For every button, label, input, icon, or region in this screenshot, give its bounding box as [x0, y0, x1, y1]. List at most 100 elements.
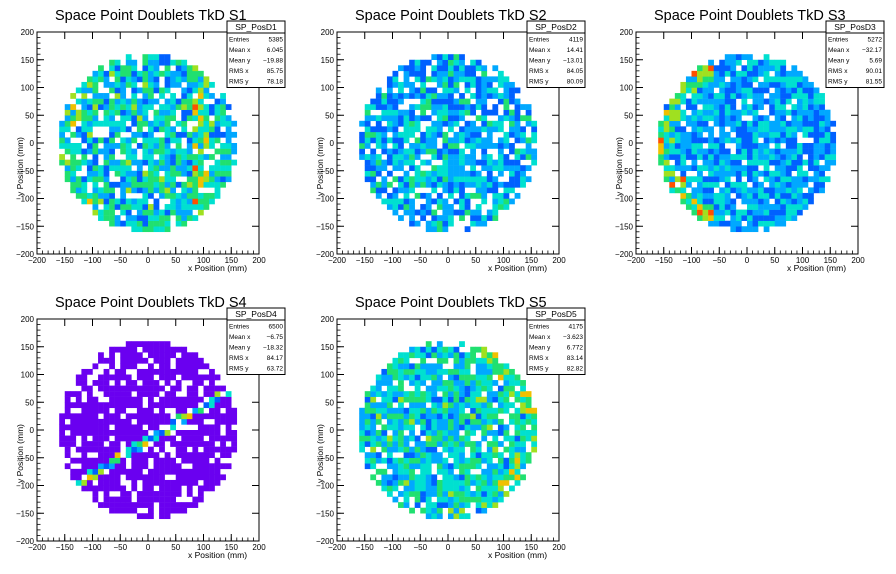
- heatmap-cell: [109, 430, 115, 436]
- heatmap-cell: [403, 374, 410, 381]
- heatmap-cell: [431, 143, 438, 149]
- heatmap-cell: [203, 452, 210, 458]
- heatmap-cell: [436, 76, 443, 83]
- heatmap-cell: [414, 374, 421, 381]
- heatmap-cell: [392, 424, 399, 431]
- x-tick-label: 100: [497, 543, 511, 552]
- heatmap-cell: [442, 352, 449, 359]
- heatmap-cell: [796, 170, 803, 177]
- heatmap-cell: [442, 54, 449, 60]
- heatmap-cell: [719, 87, 726, 94]
- heatmap-cell: [86, 98, 93, 105]
- heatmap-cell: [442, 165, 449, 171]
- heatmap-cell: [475, 418, 482, 425]
- heatmap-cell: [481, 76, 488, 83]
- heatmap-cell: [70, 187, 77, 194]
- heatmap-cell: [436, 424, 443, 431]
- heatmap-cell: [442, 380, 449, 386]
- heatmap-cell: [819, 154, 825, 160]
- heatmap-cell: [486, 424, 493, 431]
- heatmap-cell: [791, 109, 798, 116]
- heatmap-cell: [691, 76, 698, 83]
- heatmap-cell: [109, 391, 115, 397]
- heatmap-cell: [120, 430, 127, 436]
- heatmap-cell: [420, 463, 427, 470]
- heatmap-cell: [381, 430, 388, 436]
- heatmap-cell: [131, 474, 138, 481]
- heatmap-cell: [370, 452, 377, 458]
- heatmap-cell: [448, 468, 454, 475]
- heatmap-cell: [752, 209, 759, 216]
- heatmap-cell: [431, 479, 438, 486]
- heatmap-cell: [192, 463, 199, 470]
- heatmap-cell: [442, 391, 449, 397]
- heatmap-cell: [497, 204, 504, 210]
- heatmap-cell: [735, 159, 742, 166]
- y-tick-label: 200: [321, 315, 335, 324]
- heatmap-cell: [209, 109, 215, 116]
- heatmap-cell: [186, 181, 193, 188]
- heatmap-cell: [164, 76, 171, 83]
- heatmap-cell: [453, 374, 460, 381]
- heatmap-cell: [103, 357, 110, 364]
- heatmap-cell: [481, 424, 488, 431]
- heatmap-cell: [796, 70, 803, 77]
- heatmap-cell: [763, 120, 770, 127]
- stats-label: RMS y: [229, 79, 249, 86]
- heatmap-cell: [774, 109, 781, 116]
- heatmap-cell: [724, 115, 731, 122]
- heatmap-cell: [148, 363, 154, 370]
- heatmap-cell: [747, 143, 753, 149]
- heatmap-cell: [808, 98, 814, 105]
- heatmap-cell: [114, 220, 121, 227]
- heatmap-cell: [497, 402, 504, 409]
- heatmap-cell: [398, 502, 404, 508]
- heatmap-cell: [398, 81, 404, 88]
- heatmap-cell: [231, 143, 238, 149]
- heatmap-cell: [796, 104, 803, 110]
- heatmap-cell: [75, 187, 82, 194]
- heatmap-cell: [159, 165, 165, 171]
- heatmap-cell: [103, 104, 110, 110]
- heatmap-cell: [120, 457, 127, 464]
- heatmap-cell: [403, 76, 410, 83]
- heatmap-cell: [403, 424, 410, 431]
- heatmap-cell: [763, 54, 770, 60]
- heatmap-cell: [713, 165, 720, 171]
- heatmap-cell: [414, 457, 421, 464]
- heatmap-cell: [525, 137, 532, 144]
- heatmap-cell: [824, 126, 831, 133]
- heatmap-cell: [824, 143, 831, 149]
- heatmap-cell: [159, 352, 165, 359]
- heatmap-cell: [420, 479, 427, 486]
- heatmap-cell: [136, 391, 143, 397]
- heatmap-cell: [170, 507, 176, 514]
- heatmap-cell: [175, 474, 182, 481]
- heatmap-cell: [148, 181, 154, 188]
- heatmap-cell: [142, 81, 149, 88]
- heatmap-cell: [735, 137, 742, 144]
- heatmap-cell: [114, 452, 121, 458]
- heatmap-cell: [680, 98, 687, 105]
- heatmap-cell: [769, 181, 775, 188]
- heatmap-cell: [492, 502, 499, 508]
- heatmap-cell: [436, 491, 443, 497]
- heatmap-cell: [70, 120, 77, 127]
- heatmap-cell: [197, 143, 204, 149]
- heatmap-cell: [92, 137, 99, 144]
- heatmap-cell: [420, 468, 427, 475]
- heatmap-cell: [414, 479, 421, 486]
- heatmap-cell: [785, 81, 792, 88]
- heatmap-cell: [398, 154, 404, 160]
- heatmap-cell: [470, 192, 476, 199]
- heatmap-cell: [370, 148, 377, 155]
- heatmap-cell: [685, 81, 692, 88]
- heatmap-cell: [680, 87, 687, 94]
- heatmap-cell: [459, 54, 465, 60]
- heatmap-cell: [398, 374, 404, 381]
- heatmap-cell: [148, 76, 154, 83]
- heatmap-cell: [758, 170, 764, 177]
- heatmap-cell: [442, 170, 449, 177]
- heatmap-cell: [813, 176, 820, 183]
- heatmap-cell: [481, 491, 488, 497]
